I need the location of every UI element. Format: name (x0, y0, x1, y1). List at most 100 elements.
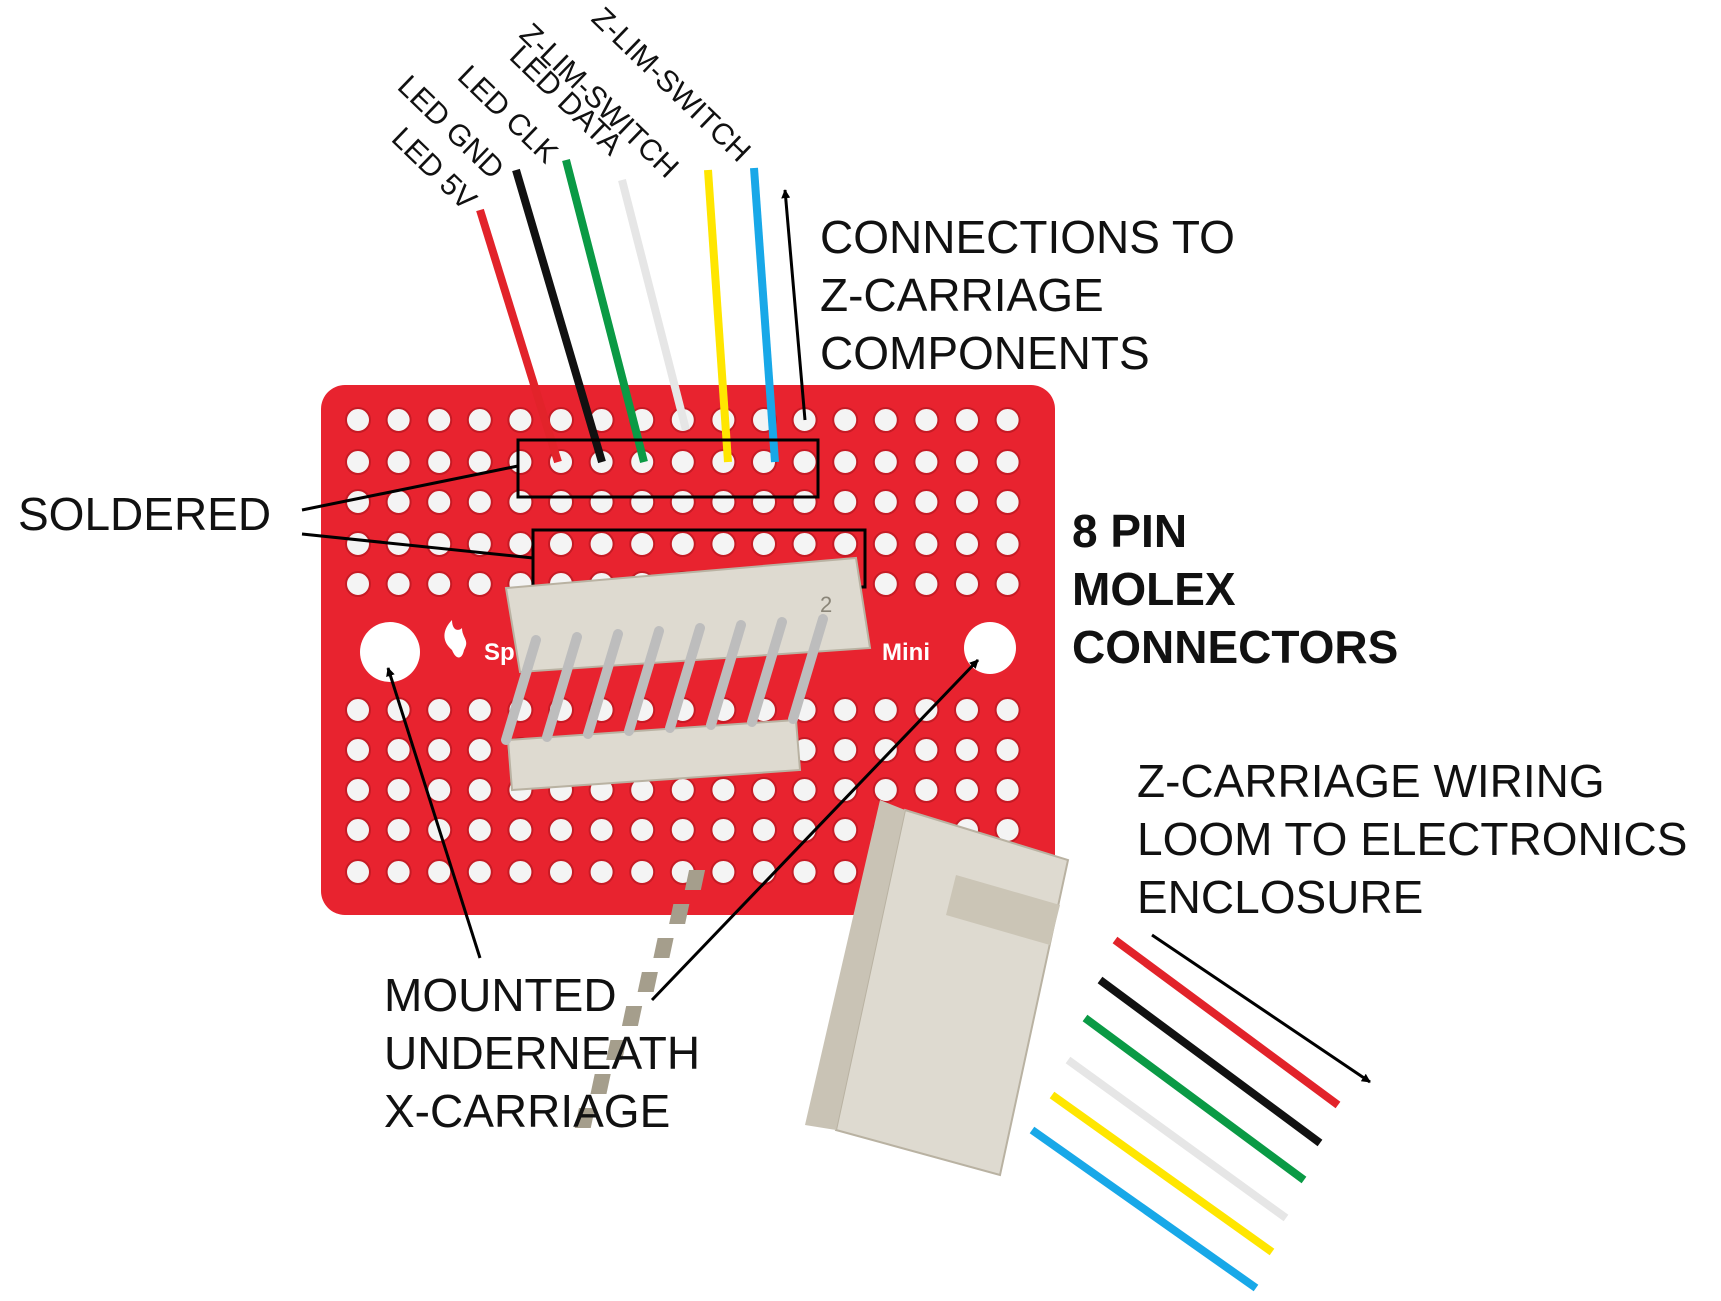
board-hole (466, 737, 493, 763)
header-pin (747, 617, 787, 727)
mounting-hole-left (360, 622, 420, 682)
mounted-line-1: MOUNTED (384, 969, 617, 1021)
board-hole (345, 817, 371, 843)
board-hole (872, 489, 899, 515)
loom-wire-yellow (1049, 1091, 1275, 1256)
board-hole (994, 531, 1021, 557)
board-hole (832, 489, 859, 515)
board-hole (954, 737, 980, 763)
silkscreen-right: Mini (882, 639, 930, 666)
board-hole (791, 531, 818, 557)
board-hole (548, 817, 574, 843)
connections-line-3: COMPONENTS (820, 327, 1150, 379)
board-hole (872, 449, 899, 475)
board-hole (954, 697, 980, 723)
housing-slot (669, 904, 690, 924)
soldered-leader-bottom (301, 532, 534, 560)
board-hole (507, 859, 534, 885)
board-hole (548, 489, 574, 515)
board-hole (994, 697, 1021, 723)
connections-line-2: Z-CARRIAGE (820, 269, 1104, 321)
board-hole (751, 449, 777, 475)
housing-slot (621, 1006, 643, 1026)
board-hole (710, 859, 737, 885)
loom-arrow (1151, 933, 1371, 1084)
board-hole (385, 817, 412, 843)
board-hole (466, 859, 493, 885)
board-hole (385, 737, 412, 763)
header-marking: 2 (820, 592, 832, 617)
sparkfun-flame-icon (444, 620, 467, 658)
loom-wire-white (1065, 1056, 1289, 1222)
board-hole (751, 817, 777, 843)
loom-wire-green (1082, 1014, 1307, 1184)
loom-wires (1029, 936, 1341, 1292)
housing-slot (574, 1108, 595, 1128)
header-pin (788, 614, 828, 724)
housing-side (805, 800, 905, 1130)
board-hole (669, 489, 696, 515)
board-hole (832, 531, 859, 557)
wire-led-gnd (512, 168, 606, 464)
board-hole (548, 859, 574, 885)
board-hole (872, 737, 899, 763)
board-hole (791, 489, 818, 515)
loom-wire-blue (1029, 1126, 1259, 1292)
header-pin (542, 632, 582, 742)
board-hole (426, 449, 453, 475)
board-hole (588, 531, 615, 557)
board-hole (710, 489, 737, 515)
board-hole (913, 489, 940, 515)
molex-line-1: 8 PIN (1072, 505, 1188, 557)
board-hole (345, 737, 371, 763)
connections-line-1: CONNECTIONS TO (820, 211, 1235, 263)
solder-box-wires (516, 438, 820, 499)
mounted-label: MOUNTED UNDERNEATH X-CARRIAGE (384, 966, 700, 1140)
board-hole (751, 489, 777, 515)
board-hole (954, 407, 980, 433)
board-hole (954, 571, 980, 597)
board-hole (629, 817, 656, 843)
board-hole (385, 407, 412, 433)
board-hole (751, 531, 777, 557)
mounted-line-2: UNDERNEATH (384, 1027, 701, 1079)
board-hole (588, 817, 615, 843)
board-hole (588, 489, 615, 515)
board-hole (872, 407, 899, 433)
loom-wire-red (1112, 936, 1341, 1109)
loom-line-3: ENCLOSURE (1137, 871, 1424, 923)
board-hole (913, 407, 940, 433)
board-hole (466, 407, 493, 433)
board-hole (913, 777, 940, 803)
board-hole (994, 489, 1021, 515)
header-base (506, 718, 802, 792)
board-hole (507, 407, 534, 433)
housing-slots (574, 870, 706, 1128)
board-hole (385, 777, 412, 803)
wire-led-data (618, 179, 690, 431)
board-hole (954, 777, 980, 803)
housing-slot (606, 1040, 627, 1060)
board-hole (466, 449, 493, 475)
board-hole (832, 817, 859, 843)
board-hole (426, 697, 453, 723)
housing-latch (946, 875, 1060, 945)
board-hole (710, 817, 737, 843)
header-pin (665, 623, 705, 733)
board-hole (385, 449, 412, 475)
board-hole (710, 449, 737, 475)
board-hole (710, 531, 737, 557)
board-hole (466, 777, 493, 803)
annotation-arrows (301, 189, 1371, 1084)
board-hole (954, 489, 980, 515)
board-hole (791, 777, 818, 803)
board-hole (913, 531, 940, 557)
molex-label: 8 PIN MOLEX CONNECTORS (1072, 502, 1398, 676)
silkscreen-left: Sp (484, 639, 515, 666)
housing-slot (590, 1074, 611, 1094)
board-hole (872, 697, 899, 723)
board-hole (832, 777, 859, 803)
board-hole (345, 489, 371, 515)
board-hole (345, 777, 371, 803)
